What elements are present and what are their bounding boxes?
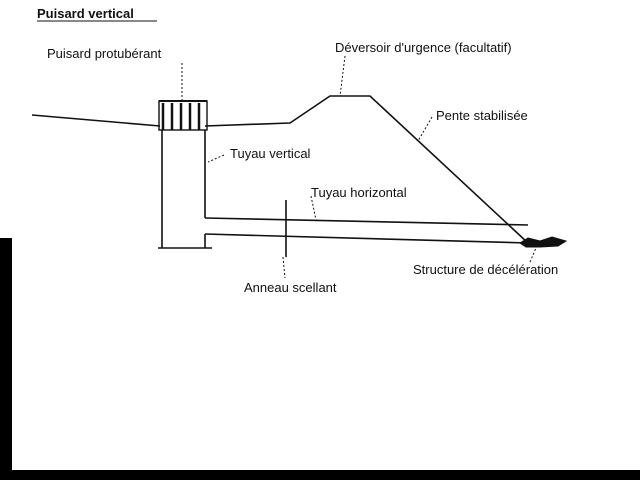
label-anneau: Anneau scellant (244, 280, 337, 295)
label-deversoir: Déversoir d'urgence (facultatif) (335, 40, 512, 55)
horizontal-pipe-top (204, 217, 529, 226)
leader-anneau (282, 256, 286, 279)
leader-tuyau-vertical (207, 154, 225, 163)
label-structure: Structure de décélération (413, 262, 558, 277)
leader-structure (529, 247, 537, 263)
label-pente: Pente stabilisée (436, 108, 528, 123)
left-edge-shadow (0, 238, 12, 470)
leader-tuyau-horizontal (310, 195, 317, 221)
label-tuyau-vertical: Tuyau vertical (230, 146, 311, 161)
deceleration-structure (519, 236, 568, 248)
paper-background (0, 0, 640, 470)
leader-pente (417, 116, 433, 142)
ground-line-left (31, 114, 161, 127)
leader-deversoir (339, 55, 346, 97)
label-puisard-protuberant: Puisard protubérant (47, 46, 162, 61)
label-tuyau-horizontal: Tuyau horizontal (311, 185, 407, 200)
berm-outline (204, 95, 529, 244)
diagram-title: Puisard vertical (37, 6, 134, 21)
horizontal-pipe-bottom (204, 233, 529, 244)
